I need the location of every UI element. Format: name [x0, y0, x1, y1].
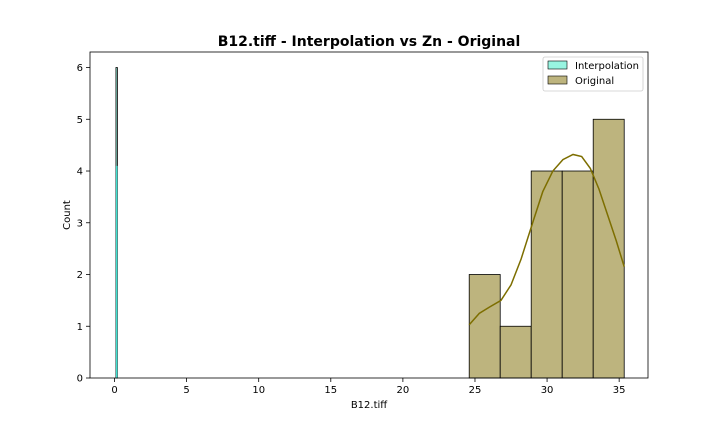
- bar-original-1: [499, 325, 532, 379]
- x-axis-label: B12.tiff: [351, 400, 388, 411]
- x-tick-label-0: 0: [111, 385, 117, 396]
- plot-frame: [89, 51, 649, 379]
- bar-original-3: [561, 170, 594, 379]
- y-axis-label: Count: [62, 200, 73, 230]
- chart-title: B12.tiff - Interpolation vs Zn - Origina…: [218, 34, 521, 50]
- legend-label-original: Original: [575, 76, 614, 87]
- y-tick-label-4: 4: [77, 167, 83, 178]
- x-tick-label-6: 30: [541, 385, 554, 396]
- legend: Interpolation Original: [542, 56, 644, 92]
- x-tick-label-4: 20: [397, 385, 410, 396]
- bar-original-2: [530, 170, 563, 379]
- legend-label-interpolation: Interpolation: [575, 61, 639, 72]
- kde-line-original: [468, 153, 625, 326]
- y-tick-label-0: 0: [77, 374, 83, 385]
- x-tick-label-3: 15: [324, 385, 337, 396]
- x-tick-label-7: 35: [613, 385, 626, 396]
- legend-swatch-original: [547, 75, 568, 85]
- bar-original-0: [468, 274, 501, 379]
- x-tick-label-1: 5: [183, 385, 189, 396]
- legend-box: [542, 56, 644, 92]
- y-tick-label-1: 1: [77, 322, 83, 333]
- x-tick-label-5: 25: [469, 385, 482, 396]
- x-tick-label-2: 10: [252, 385, 265, 396]
- bar-original-4: [592, 118, 625, 379]
- y-tick-label-2: 2: [77, 270, 83, 281]
- legend-swatch-interpolation: [547, 60, 568, 70]
- y-tick-label-5: 5: [77, 115, 83, 126]
- y-tick-label-6: 6: [77, 63, 83, 74]
- y-tick-label-3: 3: [77, 218, 83, 229]
